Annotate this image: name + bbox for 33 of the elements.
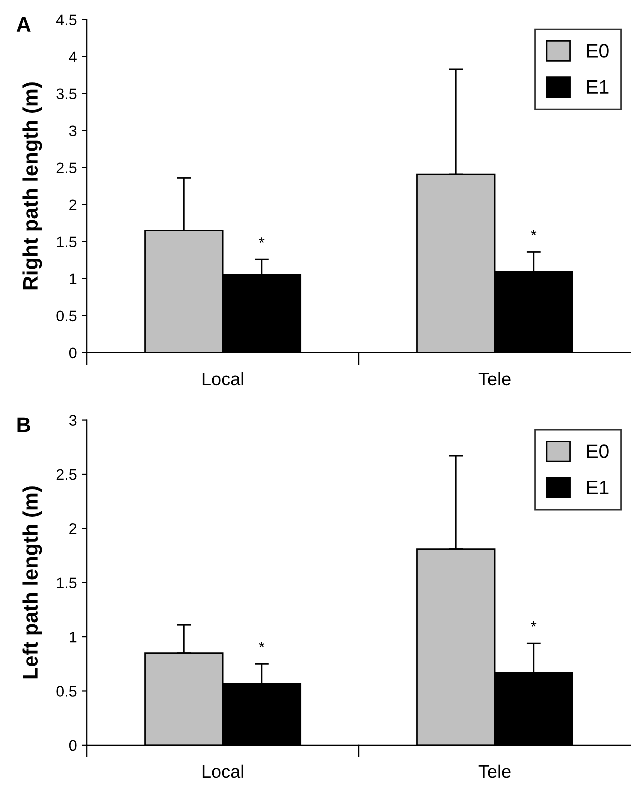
x-tick-label: Tele bbox=[478, 372, 511, 386]
y-tick-label: 1 bbox=[70, 274, 77, 284]
y-tick-label: 1.5 bbox=[57, 578, 77, 589]
y-tick-label: 0.5 bbox=[56, 686, 77, 697]
y-tick-label: 2.5 bbox=[56, 162, 77, 174]
y-tick-label: 1 bbox=[70, 632, 77, 643]
annotation: * bbox=[531, 230, 537, 236]
legend-label: E0 bbox=[587, 44, 609, 58]
y-tick-label: 3 bbox=[69, 126, 77, 137]
legend-label: E0 bbox=[587, 444, 609, 458]
y-axis-title: Left path length (m) bbox=[22, 486, 42, 679]
chart-title: A bbox=[16, 18, 31, 32]
legend-label: E1 bbox=[587, 480, 609, 494]
y-tick-label: 1.5 bbox=[57, 236, 77, 248]
y-tick-label: 0 bbox=[69, 348, 77, 359]
y-axis-title: Right path length (m) bbox=[22, 82, 42, 290]
y-tick-label: 0.5 bbox=[56, 310, 77, 322]
y-tick-label: 3.5 bbox=[56, 88, 77, 100]
annotation: * bbox=[531, 622, 537, 627]
x-tick-label: Tele bbox=[478, 764, 511, 778]
chart-title: B bbox=[18, 418, 30, 432]
x-tick-label: Local bbox=[202, 764, 244, 778]
y-tick-label: 0 bbox=[69, 740, 77, 752]
y-tick-label: 2.5 bbox=[56, 469, 77, 480]
y-tick-label: 4 bbox=[69, 52, 77, 62]
y-tick-label: 3 bbox=[69, 415, 77, 426]
y-tick-label: 2 bbox=[70, 524, 77, 534]
legend-label: E1 bbox=[587, 80, 609, 94]
y-tick-label: 4.5 bbox=[56, 14, 77, 26]
y-tick-label: 2 bbox=[70, 200, 77, 210]
annotation: * bbox=[259, 642, 265, 648]
x-tick-label: Local bbox=[202, 372, 244, 386]
annotation: * bbox=[259, 238, 265, 243]
